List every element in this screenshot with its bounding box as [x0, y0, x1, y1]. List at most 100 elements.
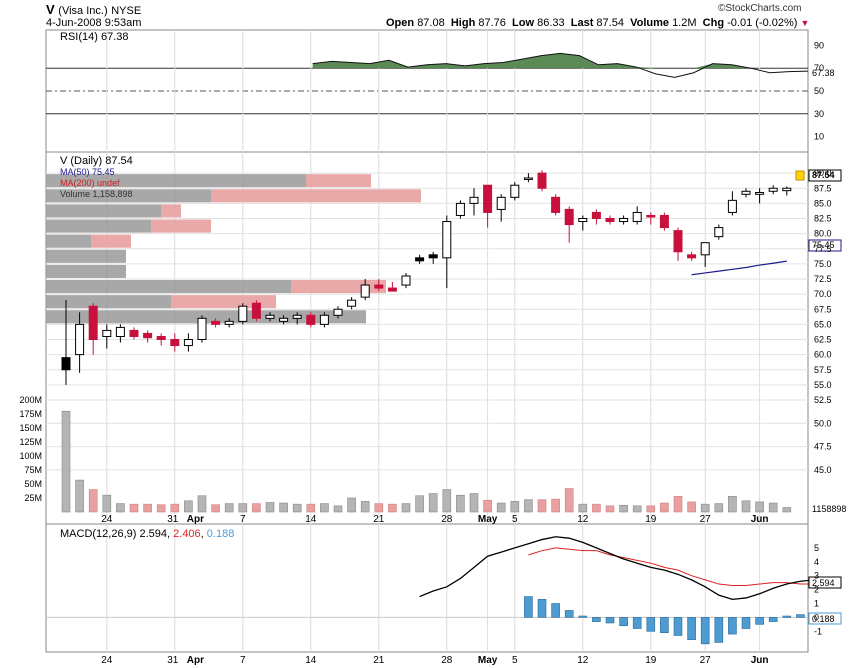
candle-body — [700, 242, 710, 256]
low-label: Low — [512, 17, 535, 29]
candle-body — [768, 187, 778, 192]
volume-bar — [524, 499, 533, 513]
candle-body — [455, 202, 465, 216]
ma200-legend: MA(200) undef — [60, 178, 120, 188]
volume-bar — [61, 410, 71, 513]
macd-tick-label: 1 — [814, 599, 819, 609]
price-tick-label: 50.0 — [814, 418, 832, 428]
price-tick-label: 90.0 — [814, 168, 832, 178]
volume-bar — [279, 502, 288, 513]
volume-bar — [143, 503, 152, 513]
volume-by-price-down-bar — [151, 219, 211, 233]
macd-tick-label: 0 — [814, 612, 819, 622]
last-price-label: 87.54 — [812, 170, 835, 180]
volume-bar — [646, 505, 656, 513]
macd-histogram-bar — [564, 610, 574, 618]
x-axis-date-label: 19 — [645, 514, 657, 525]
volume-bar — [265, 502, 275, 513]
volume-bar — [102, 494, 112, 513]
volume-bar — [129, 503, 139, 513]
volume-tick-label: 75M — [24, 465, 42, 475]
price-tick-label: 70.0 — [814, 289, 832, 299]
volume-bar — [632, 505, 642, 513]
candle-body — [632, 211, 642, 223]
volume-by-price-down-bar — [171, 295, 276, 309]
candle-body — [183, 339, 193, 347]
candle-body — [333, 308, 343, 316]
rsi-tick-label: 70 — [814, 63, 824, 73]
macd-histogram-bar — [524, 596, 533, 618]
last-price-highlight — [795, 170, 805, 181]
candle-body — [75, 323, 85, 356]
candle-body — [714, 227, 724, 238]
symbol-title: V (Visa Inc.) NYSE — [46, 2, 141, 17]
volume-current-label: 1158898 — [812, 504, 846, 514]
volume-bar — [347, 497, 356, 513]
price-tick-label: 60.0 — [814, 350, 832, 360]
open-value: 87.08 — [417, 17, 445, 29]
volume-bar — [360, 501, 370, 513]
x-axis-date-label: Jun — [751, 655, 769, 666]
macd-histogram-bar — [741, 617, 751, 629]
macd-histogram-bar — [687, 617, 696, 640]
volume-bar — [700, 503, 710, 513]
macd-histogram-bar — [796, 614, 805, 618]
candle-body — [415, 257, 425, 262]
volume-bar — [782, 507, 792, 513]
macd-signal-line — [528, 547, 814, 586]
macd-histogram-bar — [755, 617, 764, 625]
volume-bar — [496, 502, 506, 513]
candle-body — [496, 196, 506, 210]
candle-body — [659, 214, 669, 229]
price-tick-label: 77.5 — [814, 244, 832, 254]
volume-bar — [292, 503, 302, 513]
volume-by-price-down-bar — [291, 280, 386, 294]
candle-body — [238, 305, 248, 322]
ma50-legend: MA(50) 75.45 — [60, 167, 115, 177]
x-axis-date-label: 24 — [101, 655, 113, 666]
volume-by-price-down-bar — [211, 189, 421, 203]
x-axis-date-label: 28 — [441, 514, 453, 525]
price-tick-label: 67.5 — [814, 304, 832, 314]
candle-body — [224, 320, 234, 325]
macd-histogram-bar — [592, 617, 601, 622]
volume-label: Volume — [630, 17, 669, 29]
signal-legend-value: 2.406 — [173, 528, 201, 540]
volume-bar — [374, 503, 384, 513]
candle-body — [88, 305, 98, 341]
candle-body — [741, 190, 751, 195]
volume-bar — [714, 503, 724, 513]
volume-bar — [224, 503, 234, 513]
macd-tick-label: 2 — [814, 585, 819, 595]
x-axis-date-label: 7 — [240, 655, 246, 666]
rsi-tick-label: 10 — [814, 132, 824, 142]
candle-body — [279, 317, 289, 322]
candle-body — [605, 218, 615, 223]
candle-body — [306, 314, 316, 325]
volume-by-price-up-bar — [46, 295, 171, 309]
rsi-line — [312, 52, 809, 78]
candle-body — [292, 314, 302, 319]
macd-histogram-bar — [768, 617, 778, 622]
volume-by-price-down-bar — [161, 204, 181, 218]
volume-tick-label: 175M — [19, 409, 42, 419]
macd-histogram-bar — [632, 617, 642, 629]
rsi-tick-label: 30 — [814, 109, 824, 119]
volume-by-price-up-bar — [46, 249, 126, 263]
macd-histogram-bar — [619, 617, 628, 627]
candle-body — [564, 208, 574, 226]
candle-body — [374, 284, 384, 289]
last-label: Last — [570, 17, 594, 29]
volume-by-price-up-bar — [46, 234, 91, 248]
x-axis-date-label: May — [478, 514, 498, 525]
price-title: V (Daily) 87.54 — [60, 155, 133, 167]
volume-bar — [211, 504, 220, 513]
volume-by-price-up-bar — [46, 219, 151, 233]
histo-legend-value: 0.188 — [207, 528, 235, 540]
volume-bar — [687, 501, 696, 513]
macd-tick-label: 3 — [814, 571, 819, 581]
candle-body — [578, 218, 588, 223]
volume-bar — [306, 503, 316, 513]
company-name: (Visa Inc.) — [58, 5, 108, 17]
x-axis-date-label: 5 — [512, 655, 518, 666]
